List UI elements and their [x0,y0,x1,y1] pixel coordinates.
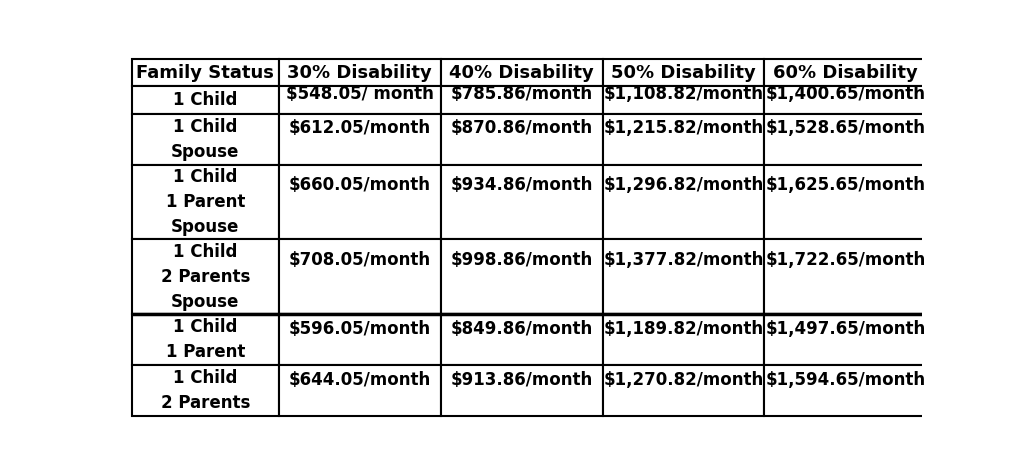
Text: 1 Child
Spouse: 1 Child Spouse [171,117,240,161]
Bar [132,365,279,416]
Bar [132,164,279,239]
Text: 50% Disability: 50% Disability [611,64,756,82]
Text: $1,296.82/month: $1,296.82/month [603,177,764,195]
Bar [440,239,602,314]
Bar [765,365,927,416]
Bar [279,114,440,164]
Bar [279,164,440,239]
Bar [440,314,602,365]
Text: $1,528.65/month: $1,528.65/month [765,119,926,137]
Text: $1,722.65/month: $1,722.65/month [765,252,926,269]
Text: $870.86/month: $870.86/month [451,119,593,137]
Text: 40% Disability: 40% Disability [450,64,594,82]
Text: 1 Child
2 Parents: 1 Child 2 Parents [161,369,250,412]
Text: $644.05/month: $644.05/month [289,371,431,389]
Text: $612.05/month: $612.05/month [289,119,431,137]
Text: 1 Child
2 Parents
Spouse: 1 Child 2 Parents Spouse [161,243,250,311]
Bar [440,87,602,114]
Text: $1,215.82/month: $1,215.82/month [603,119,764,137]
Text: $1,108.82/month: $1,108.82/month [603,85,764,103]
Bar [602,365,765,416]
Bar [765,114,927,164]
Text: $596.05/month: $596.05/month [289,320,431,338]
Text: 1 Child
1 Parent: 1 Child 1 Parent [166,318,245,361]
Text: 60% Disability: 60% Disability [773,64,918,82]
Bar [602,164,765,239]
Text: $1,625.65/month: $1,625.65/month [765,177,926,195]
Bar [132,314,279,365]
Bar [765,87,927,114]
Bar [279,365,440,416]
Text: $785.86/month: $785.86/month [451,85,593,103]
Text: $1,270.82/month: $1,270.82/month [603,371,764,389]
Bar [279,87,440,114]
Text: $548.05/ month: $548.05/ month [286,85,434,103]
Bar [765,314,927,365]
Bar [765,239,927,314]
Bar [440,164,602,239]
Bar [765,59,927,87]
Bar [440,114,602,164]
Text: $849.86/month: $849.86/month [451,320,593,338]
Text: Family Status: Family Status [136,64,274,82]
Bar [440,59,602,87]
Text: $708.05/month: $708.05/month [289,252,431,269]
Text: $998.86/month: $998.86/month [451,252,593,269]
Text: 30% Disability: 30% Disability [288,64,432,82]
Bar [440,365,602,416]
Bar [279,314,440,365]
Text: $1,594.65/month: $1,594.65/month [765,371,926,389]
Bar [602,314,765,365]
Bar [602,59,765,87]
Bar [132,239,279,314]
Text: $913.86/month: $913.86/month [451,371,593,389]
Bar [132,114,279,164]
Text: $1,189.82/month: $1,189.82/month [603,320,764,338]
Text: $934.86/month: $934.86/month [451,177,593,195]
Bar [132,87,279,114]
Bar [279,59,440,87]
Bar [765,164,927,239]
Text: 1 Child
1 Parent
Spouse: 1 Child 1 Parent Spouse [166,168,245,236]
Bar [132,59,279,87]
Text: $1,377.82/month: $1,377.82/month [603,252,764,269]
Text: $1,400.65/month: $1,400.65/month [765,85,926,103]
Bar [602,87,765,114]
Bar [279,239,440,314]
Text: 1 Child: 1 Child [173,91,238,109]
Bar [602,239,765,314]
Bar [602,114,765,164]
Text: $1,497.65/month: $1,497.65/month [765,320,926,338]
Text: $660.05/month: $660.05/month [289,177,431,195]
